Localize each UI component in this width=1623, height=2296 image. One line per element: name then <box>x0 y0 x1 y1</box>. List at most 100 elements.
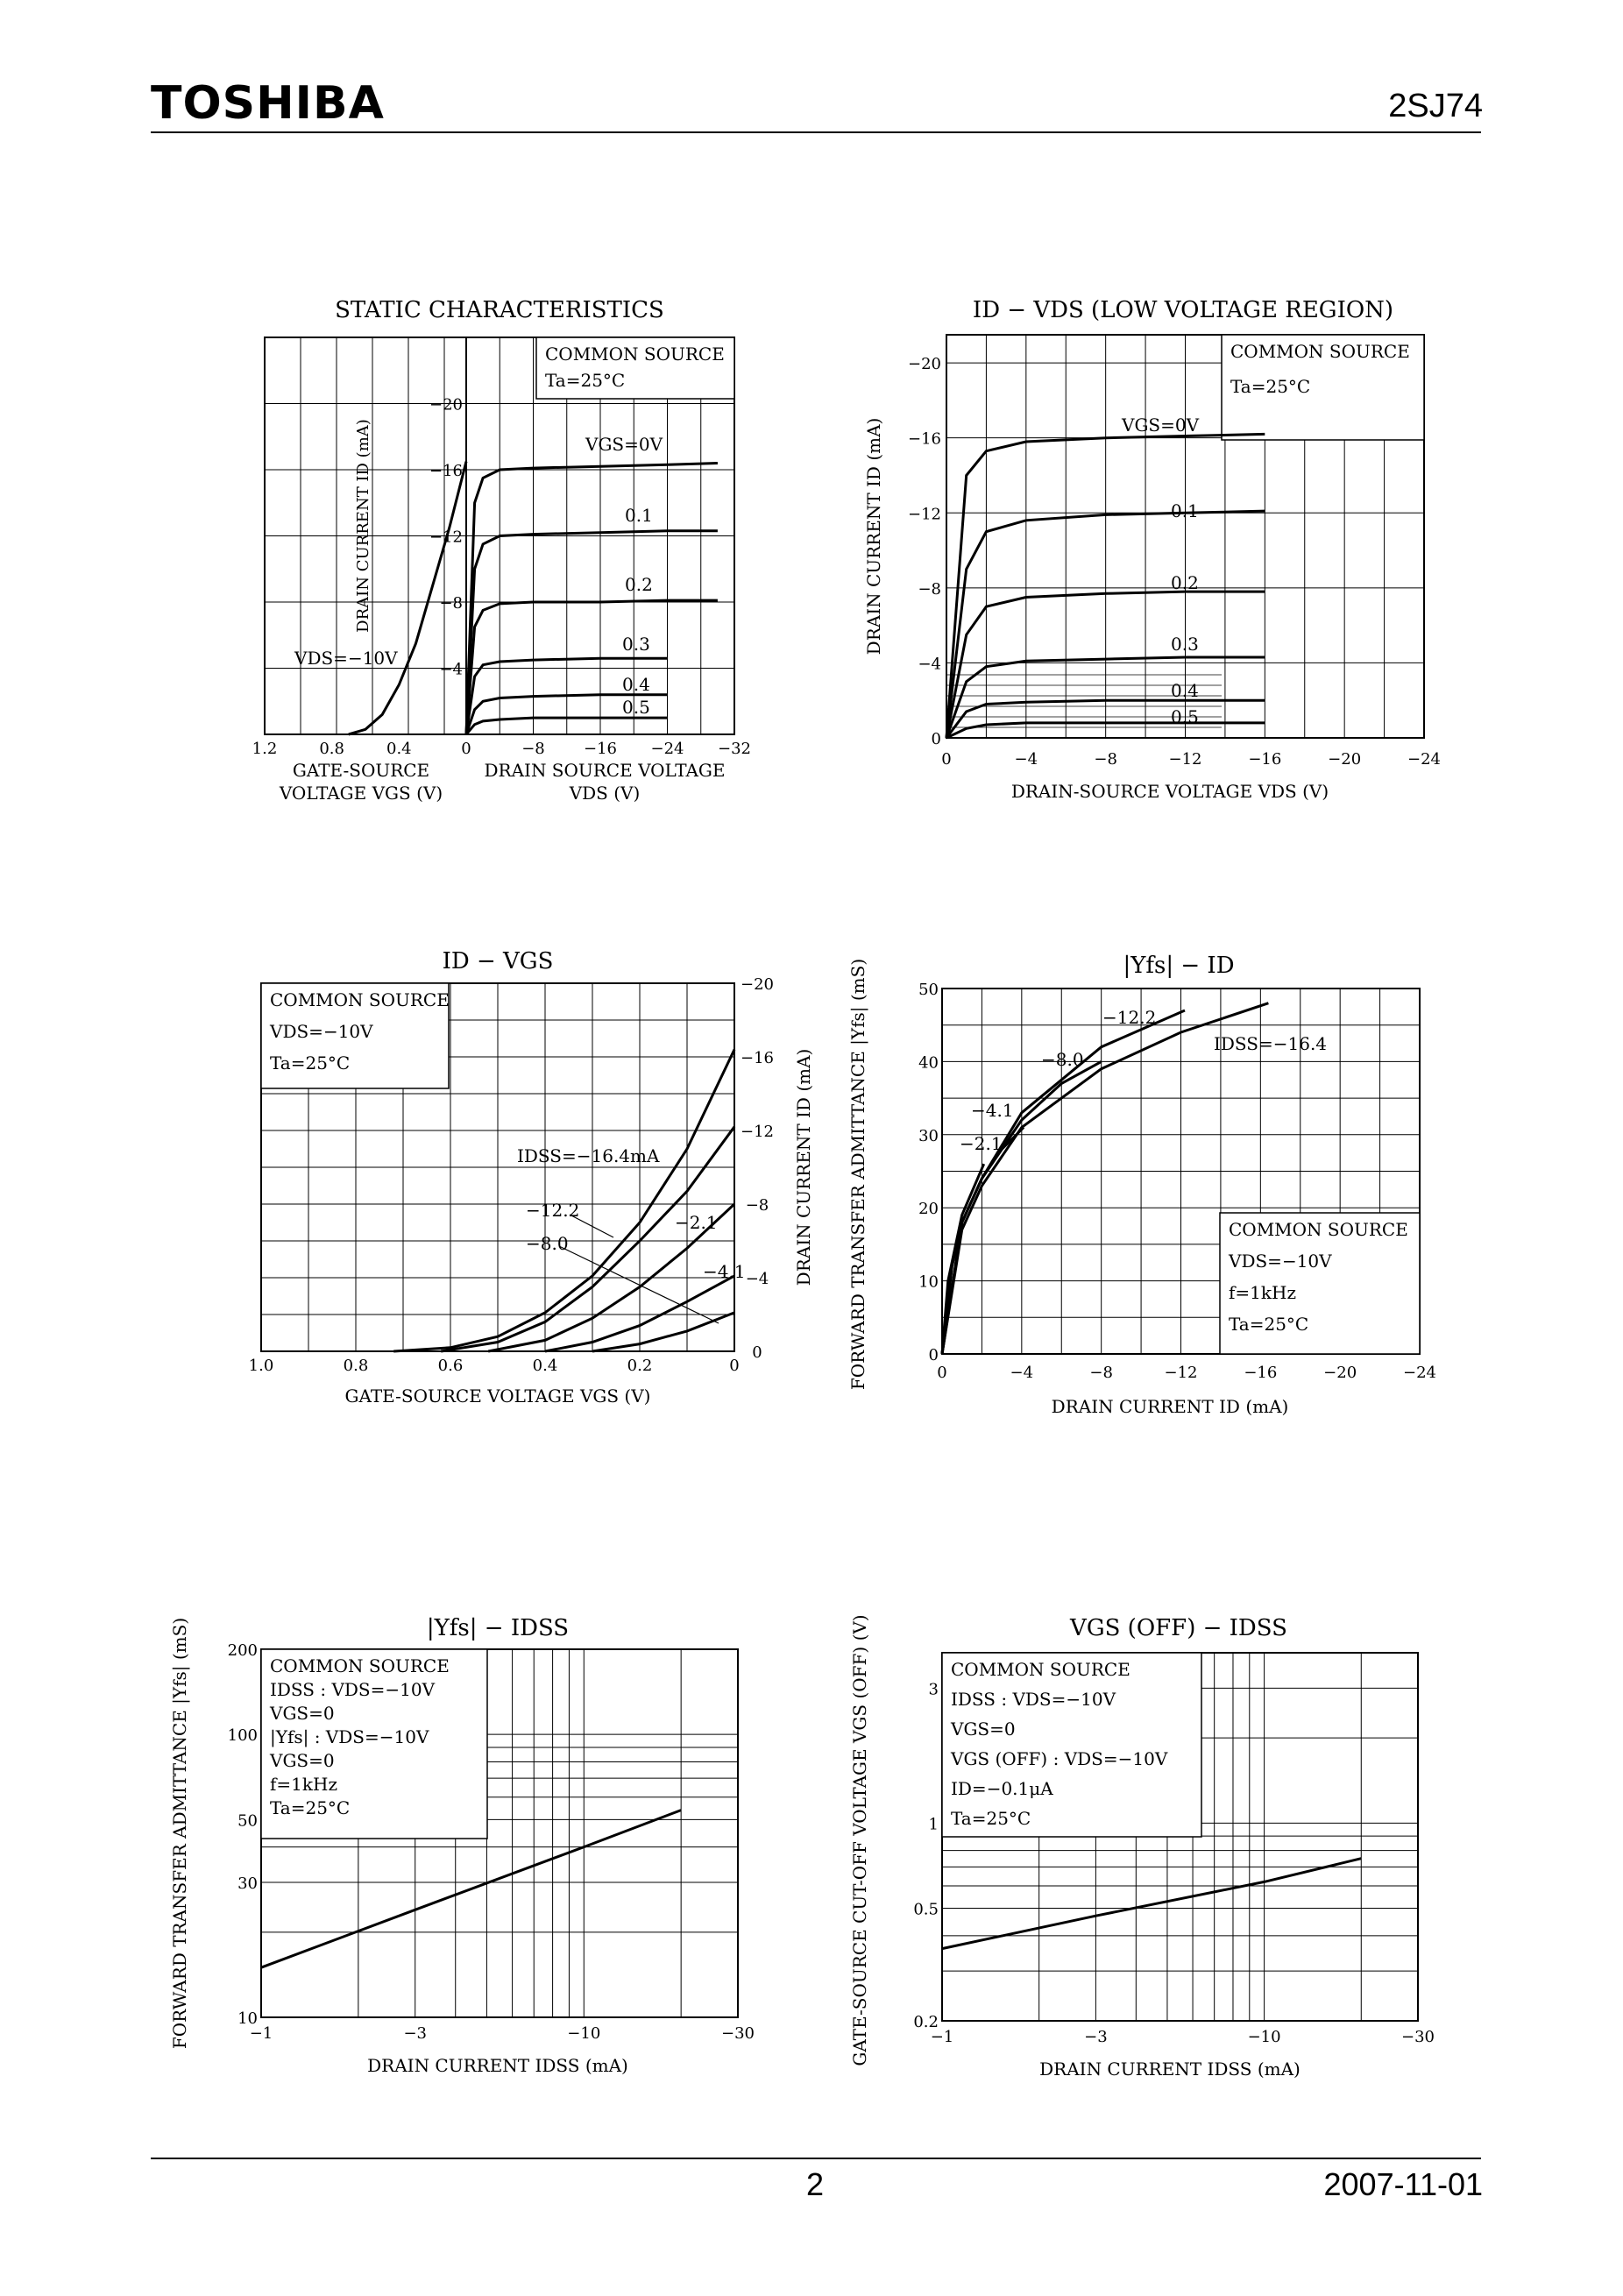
x-tick-label: −8 <box>1089 1364 1113 1382</box>
y-tick-label: 0.2 <box>913 2013 939 2031</box>
x-axis-label: VOLTAGE VGS (V) <box>279 783 443 804</box>
y-tick-label: −4 <box>746 1270 769 1288</box>
y-tick-label: 0 <box>929 1346 939 1364</box>
legend-text: Ta=25°C <box>1230 376 1310 397</box>
x-tick-label: 1.2 <box>252 740 278 758</box>
leader-line <box>569 1214 614 1238</box>
x-tick-label: −20 <box>1323 1364 1357 1382</box>
legend-text: |Yfs| : VDS=−10V <box>270 1726 429 1748</box>
curve-label: 0.4 <box>1171 680 1199 701</box>
leader-line <box>558 1245 719 1324</box>
output-curve <box>464 656 668 735</box>
legend-text: COMMON SOURCE <box>1229 1219 1408 1240</box>
output-curve <box>464 529 718 735</box>
x-tick-label: 0 <box>937 1364 946 1382</box>
admittance-curve <box>940 1126 1025 1355</box>
y-tick-label: −4 <box>439 661 463 679</box>
x-axis-label: GATE-SOURCE VOLTAGE VGS (V) <box>345 1385 651 1407</box>
x-tick-label: −32 <box>718 740 751 758</box>
y-tick-label: 0 <box>752 1343 762 1362</box>
y-tick-label: −20 <box>741 975 774 994</box>
legend-text: Ta=25°C <box>545 370 625 391</box>
y-tick-label: 200 <box>228 1641 258 1660</box>
curve-label: VGS=0V <box>1121 415 1200 436</box>
chart-id-vds-low: ID − VDS (LOW VOLTAGE REGION) COMMON SOUR… <box>863 297 1441 802</box>
curve-label: 0.5 <box>1171 706 1199 727</box>
legend-box <box>941 1652 1202 1838</box>
x-tick-label: −16 <box>1248 750 1281 769</box>
x-tick-label: 0.6 <box>438 1357 464 1375</box>
legend-text: VGS=0 <box>269 1750 335 1771</box>
x-tick-label: −10 <box>567 2024 600 2043</box>
chart-title: VGS (OFF) − IDSS <box>1069 1615 1287 1641</box>
cutoff-voltage-line <box>941 1857 1362 1951</box>
x-axis-label: DRAIN-SOURCE VOLTAGE VDS (V) <box>1011 781 1329 802</box>
legend-text: COMMON SOURCE <box>270 1655 450 1676</box>
transfer-curve <box>348 461 468 736</box>
legend-text: COMMON SOURCE <box>1230 341 1410 362</box>
x-tick-label: −20 <box>1328 750 1361 769</box>
chart-title: |Yfs| − IDSS <box>427 1615 569 1641</box>
x-tick-label: −12 <box>1169 750 1202 769</box>
y-tick-label: −8 <box>439 594 463 613</box>
curve-label: −4.1 <box>971 1100 1014 1121</box>
output-curve <box>464 599 718 735</box>
curve-label: 0.5 <box>622 697 650 718</box>
chart-title: STATIC CHARACTERISTICS <box>335 297 664 323</box>
legend-text: VDS=−10V <box>1228 1251 1332 1272</box>
curve-label: 0.2 <box>625 574 653 595</box>
curve-label: 0.4 <box>622 674 650 695</box>
x-tick-label: 0.4 <box>386 740 412 758</box>
y-tick-label: 0.5 <box>913 1901 939 1919</box>
x-tick-label: −1 <box>931 2028 954 2046</box>
x-tick-label: 0.8 <box>344 1357 369 1375</box>
output-curve <box>945 655 1265 739</box>
x-tick-label: −30 <box>721 2024 755 2043</box>
chart-vgsoff-idss: VGS (OFF) − IDSS COMMON SOURCE IDSS : VDS=… <box>849 1614 1435 2080</box>
legend-text: COMMON SOURCE <box>270 989 450 1010</box>
output-curve <box>945 590 1265 739</box>
output-curve <box>946 721 1265 740</box>
revision-date: 2007-11-01 <box>1323 2166 1483 2202</box>
curve-label: −8.0 <box>1041 1049 1084 1070</box>
x-tick-label: 0.4 <box>533 1357 558 1375</box>
y-tick-label: −4 <box>918 655 941 673</box>
transfer-curve <box>592 1311 735 1353</box>
output-curve <box>945 698 1265 739</box>
y-axis-label: GATE-SOURCE CUT-OFF VOLTAGE VGS (OFF) (V… <box>849 1614 870 2066</box>
curve-label: 0.1 <box>1171 500 1199 521</box>
y-tick-label: 3 <box>929 1680 939 1698</box>
y-tick-label: 10 <box>237 2009 258 2028</box>
x-axis-label: DRAIN CURRENT IDSS (mA) <box>1039 2059 1301 2080</box>
x-tick-label: −24 <box>1403 1364 1436 1382</box>
x-tick-label: −12 <box>1165 1364 1198 1382</box>
chart-title: |Yfs| − ID <box>1123 953 1234 979</box>
x-tick-label: −8 <box>1094 750 1117 769</box>
y-tick-label: −16 <box>429 462 463 480</box>
legend-box <box>1219 1212 1421 1355</box>
x-tick-label: −30 <box>1401 2028 1435 2046</box>
y-axis-label: DRAIN CURRENT ID (mA) <box>793 1049 814 1286</box>
output-curve <box>945 432 1265 739</box>
curve-label: 0.2 <box>1171 572 1199 593</box>
y-tick-label: 40 <box>918 1053 939 1072</box>
curve-label: −2.1 <box>675 1212 718 1233</box>
x-tick-label: −3 <box>1084 2028 1108 2046</box>
curve-label: IDSS=−16.4mA <box>517 1145 660 1166</box>
admittance-curve <box>940 1002 1269 1355</box>
curve-label: 0.1 <box>625 505 653 526</box>
x-tick-label: −8 <box>521 740 545 758</box>
x-tick-label: −24 <box>651 740 684 758</box>
curve-label: 0.3 <box>622 634 650 655</box>
y-tick-label: 100 <box>228 1726 258 1745</box>
y-tick-label: 30 <box>237 1874 258 1893</box>
y-tick-label: −8 <box>746 1196 769 1215</box>
y-tick-label: 1 <box>929 1815 939 1833</box>
legend-text: IDSS : VDS=−10V <box>270 1679 436 1700</box>
legend-box <box>260 1648 488 1839</box>
y-tick-label: −20 <box>908 355 941 373</box>
transfer-curve <box>393 1048 736 1353</box>
